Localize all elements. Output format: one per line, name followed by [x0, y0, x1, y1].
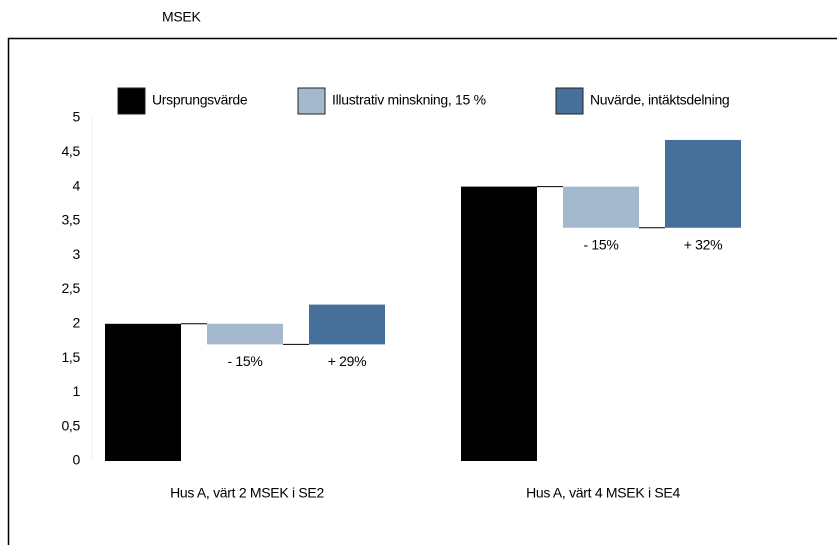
x-tick-label: Hus A, värt 2 MSEK i SE2 — [170, 485, 324, 501]
y-tick-label: 3,5 — [61, 212, 80, 228]
y-tick-label: 1 — [73, 383, 81, 399]
y-tick-label: 5 — [73, 109, 81, 125]
x-tick-label: Hus A, värt 4 MSEK i SE4 — [526, 485, 680, 501]
bar-annotation: + 32% — [684, 236, 723, 252]
bar — [563, 186, 639, 228]
legend-swatch — [297, 87, 326, 115]
legend-swatch — [555, 87, 584, 115]
bar — [309, 304, 385, 345]
bar-annotation: - 15% — [583, 236, 618, 252]
y-tick-label: 4,5 — [61, 143, 80, 159]
bar — [665, 139, 741, 228]
legend-label: Illustrativ minskning, 15 % — [332, 92, 486, 108]
y-tick-label: 0 — [73, 452, 81, 468]
bar — [461, 186, 537, 461]
y-tick-label: 2,5 — [61, 280, 80, 296]
bar — [207, 323, 283, 345]
bar — [105, 323, 181, 461]
legend-label: Nuvärde, intäktsdelning — [590, 92, 729, 108]
bar-annotation: - 15% — [227, 353, 262, 369]
y-tick-label: 2 — [73, 315, 81, 331]
y-tick-label: 1,5 — [61, 349, 80, 365]
y-tick-label: 0,5 — [61, 417, 80, 433]
bar-annotation: + 29% — [328, 353, 367, 369]
legend-swatch — [117, 87, 146, 115]
y-tick-label: 4 — [73, 177, 81, 193]
frame — [7, 37, 837, 545]
y-axis-unit: MSEK — [162, 9, 201, 25]
legend-label: Ursprungsvärde — [152, 92, 248, 108]
y-tick-label: 3 — [73, 246, 81, 262]
